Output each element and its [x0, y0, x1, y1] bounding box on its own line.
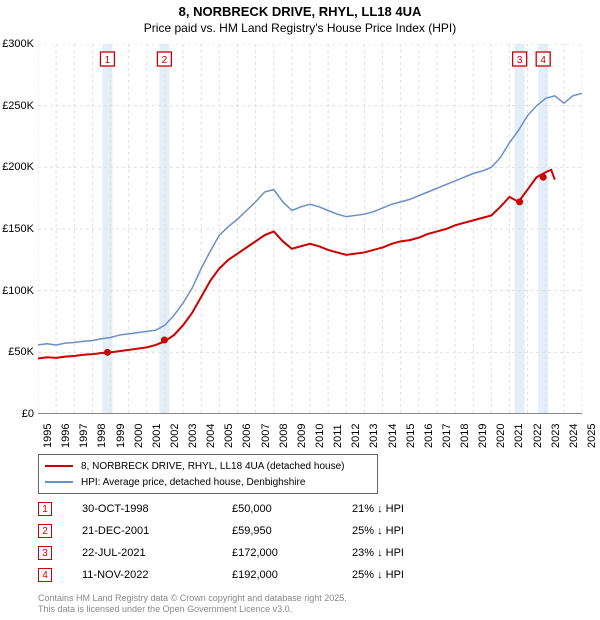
title-block: 8, NORBRECK DRIVE, RHYL, LL18 4UA Price …	[0, 0, 600, 35]
x-tick-label: 2022	[532, 424, 544, 448]
legend-row: HPI: Average price, detached house, Denb…	[45, 474, 371, 490]
x-tick-label: 2007	[260, 424, 272, 448]
legend-swatch	[45, 465, 73, 467]
chart-subtitle: Price paid vs. HM Land Registry's House …	[0, 21, 600, 35]
footer-line-1: Contains HM Land Registry data © Crown c…	[38, 593, 347, 605]
event-price: £192,000	[232, 569, 352, 581]
x-tick-label: 2006	[241, 424, 253, 448]
x-tick-label: 2001	[151, 424, 163, 448]
svg-text:4: 4	[540, 55, 546, 66]
event-price: £59,950	[232, 525, 352, 537]
x-tick-label: 2018	[459, 424, 471, 448]
x-tick-label: 2020	[495, 424, 507, 448]
chart-svg: 1 2 3 4	[38, 44, 582, 414]
y-tick-label: £50K	[0, 346, 34, 358]
event-date: 22-JUL-2021	[82, 547, 232, 559]
event-price: £50,000	[232, 503, 352, 515]
event-row: 2 21-DEC-2001£59,95025% ↓ HPI	[38, 520, 582, 542]
event-marker: 4	[38, 568, 52, 582]
footer: Contains HM Land Registry data © Crown c…	[38, 593, 347, 616]
x-tick-label: 2017	[441, 424, 453, 448]
svg-text:3: 3	[517, 55, 523, 66]
x-tick-label: 1997	[78, 424, 90, 448]
events-table: 1 30-OCT-1998£50,00021% ↓ HPI 2 21-DEC-2001…	[38, 498, 582, 586]
legend-swatch	[45, 481, 73, 483]
y-tick-label: £300K	[0, 38, 34, 50]
x-tick-label: 2024	[568, 424, 580, 448]
event-date: 21-DEC-2001	[82, 525, 232, 537]
x-tick-label: 2003	[187, 424, 199, 448]
x-tick-label: 2016	[423, 424, 435, 448]
svg-text:1: 1	[105, 55, 111, 66]
event-date: 11-NOV-2022	[82, 569, 232, 581]
x-tick-label: 2023	[550, 424, 562, 448]
event-date: 30-OCT-1998	[82, 503, 232, 515]
x-tick-label: 2000	[133, 424, 145, 448]
x-tick-label: 2004	[205, 424, 217, 448]
x-tick-label: 1998	[96, 424, 108, 448]
event-diff: 25% ↓ HPI	[352, 569, 404, 581]
x-tick-label: 1996	[60, 424, 72, 448]
x-tick-label: 2008	[278, 424, 290, 448]
x-tick-label: 2013	[368, 424, 380, 448]
x-tick-label: 2014	[387, 424, 399, 448]
x-axis-labels: 1995 1996 1997 1998 1999 2000 2001 2002 2003 2004…	[38, 416, 582, 452]
event-row: 3 22-JUL-2021£172,00023% ↓ HPI	[38, 542, 582, 564]
y-tick-label: £250K	[0, 100, 34, 112]
event-diff: 25% ↓ HPI	[352, 525, 404, 537]
y-tick-label: £100K	[0, 285, 34, 297]
chart-area: 1 2 3 4	[38, 44, 582, 414]
event-diff: 23% ↓ HPI	[352, 547, 404, 559]
x-tick-label: 2002	[169, 424, 181, 448]
legend-label: HPI: Average price, detached house, Denb…	[81, 477, 305, 488]
y-tick-label: £0	[0, 408, 34, 420]
event-row: 4 11-NOV-2022£192,00025% ↓ HPI	[38, 564, 582, 586]
x-tick-label: 2010	[314, 424, 326, 448]
footer-line-2: This data is licensed under the Open Gov…	[38, 604, 347, 616]
x-tick-label: 2025	[586, 424, 598, 448]
legend-label: 8, NORBRECK DRIVE, RHYL, LL18 4UA (detac…	[81, 461, 344, 472]
y-tick-label: £150K	[0, 223, 34, 235]
event-marker: 2	[38, 524, 52, 538]
legend: 8, NORBRECK DRIVE, RHYL, LL18 4UA (detac…	[38, 454, 378, 494]
x-tick-label: 2021	[513, 424, 525, 448]
x-tick-label: 2009	[296, 424, 308, 448]
event-price: £172,000	[232, 547, 352, 559]
y-tick-label: £200K	[0, 161, 34, 173]
x-tick-label: 2019	[477, 424, 489, 448]
x-tick-label: 1995	[42, 424, 54, 448]
y-axis-labels: £0£50K£100K£150K£200K£250K£300K	[0, 44, 36, 414]
x-tick-label: 2015	[405, 424, 417, 448]
x-tick-label: 1999	[115, 424, 127, 448]
x-tick-label: 2012	[350, 424, 362, 448]
svg-text:2: 2	[162, 55, 168, 66]
event-row: 1 30-OCT-1998£50,00021% ↓ HPI	[38, 498, 582, 520]
chart-title: 8, NORBRECK DRIVE, RHYL, LL18 4UA	[0, 4, 600, 19]
event-marker: 1	[38, 502, 52, 516]
event-diff: 21% ↓ HPI	[352, 503, 404, 515]
legend-row: 8, NORBRECK DRIVE, RHYL, LL18 4UA (detac…	[45, 458, 371, 474]
event-marker: 3	[38, 546, 52, 560]
x-tick-label: 2011	[332, 424, 344, 448]
x-tick-label: 2005	[223, 424, 235, 448]
